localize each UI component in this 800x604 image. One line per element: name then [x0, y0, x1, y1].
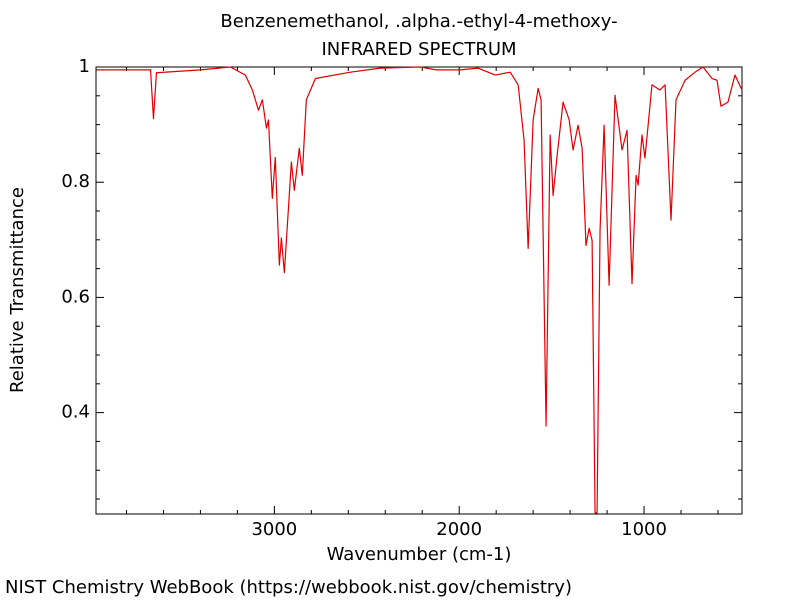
x-tick-label: 2000 — [436, 519, 482, 540]
y-tick-label: 0.6 — [61, 286, 90, 307]
x-axis-label: Wavenumber (cm-1) — [327, 544, 512, 565]
chart-title: Benzenemethanol, .alpha.-ethyl-4-methoxy… — [220, 11, 617, 32]
y-tick-label: 1 — [79, 56, 90, 77]
chart-subtitle: INFRARED SPECTRUM — [321, 39, 516, 60]
y-axis-label: Relative Transmittance — [7, 187, 28, 393]
spectrum-line — [96, 66, 743, 514]
plot-frame — [95, 66, 743, 515]
source-note: NIST Chemistry WebBook (https://webbook.… — [5, 577, 572, 598]
y-tick-label: 0.4 — [61, 402, 90, 423]
y-tick-label: 0.8 — [61, 171, 90, 192]
x-tick-label: 1000 — [621, 519, 667, 540]
x-tick-label: 3000 — [251, 519, 297, 540]
